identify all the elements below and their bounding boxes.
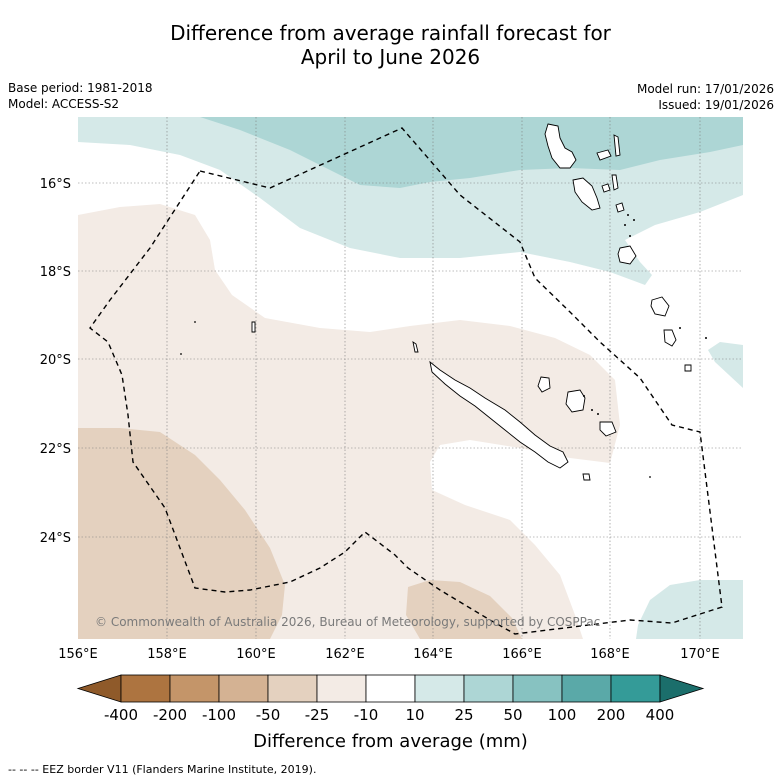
contour-band-10-25-east (708, 342, 743, 388)
colorbar-box (414, 674, 465, 703)
colorbar-box (365, 674, 416, 703)
island-mare (599, 421, 617, 437)
colorbar-extend-low (76, 674, 122, 703)
latitude-ticks: 16°S 18°S 20°S 22°S 24°S (40, 177, 71, 546)
lat-tick-18s: 18°S (40, 265, 71, 280)
colorbar-tick-label: -400 (103, 706, 139, 724)
island-espiritu-santo (544, 123, 577, 169)
contour-band-minus25-minus50-southwest (78, 428, 285, 639)
colorbar-tick-label: -100 (201, 706, 237, 724)
island-efate (617, 245, 637, 265)
colorbar-tick-label: 200 (596, 706, 626, 724)
model-name: Model: ACCESS-S2 (8, 97, 120, 111)
colorbar-tick-label: 400 (645, 706, 675, 724)
colorbar-tick-label: 10 (405, 706, 425, 724)
colorbar-tick-label: 25 (454, 706, 474, 724)
colorbar-title: Difference from average (mm) (253, 731, 528, 752)
lon-tick-160e: 160°E (236, 647, 276, 662)
island-lifou (565, 389, 586, 413)
eez-footnote: -- -- -- EEZ border V11 (Flanders Marine… (8, 763, 317, 776)
colorbar-tick-label: -10 (353, 706, 379, 724)
lon-tick-158e: 158°E (147, 647, 187, 662)
lon-tick-166e: 166°E (502, 647, 542, 662)
lon-tick-168e: 168°E (590, 647, 630, 662)
colorbar-box (561, 674, 612, 703)
title-line-2: April to June 2026 (300, 45, 481, 69)
islets (180, 214, 707, 478)
colorbar-tick-label: -25 (304, 706, 330, 724)
eez-border (89, 127, 723, 635)
island-tanna (663, 329, 677, 347)
colorbar (76, 674, 705, 703)
contour-band-10-25-southeast (636, 580, 743, 639)
longitude-ticks: 156°E 158°E 160°E 162°E 164°E 166°E 168°… (58, 647, 720, 662)
colorbar-box (316, 674, 367, 703)
issued-date: Issued: 19/01/2026 (658, 98, 774, 112)
lat-tick-22s: 22°S (40, 442, 71, 457)
colorbar-box (169, 674, 220, 703)
base-period: Base period: 1981-2018 (8, 81, 153, 95)
lon-tick-156e: 156°E (58, 647, 98, 662)
colorbar-tick-label: 50 (503, 706, 523, 724)
colorbar-box (120, 674, 171, 703)
island-belep (412, 341, 419, 353)
coastlines (251, 123, 692, 481)
contour-band-25-50-north (200, 117, 743, 188)
island-erromango (650, 296, 670, 317)
island-ambae (596, 149, 612, 161)
island-maewo (613, 134, 621, 157)
graticule (78, 117, 743, 639)
island-malakula (572, 177, 601, 211)
colorbar-box (463, 674, 514, 703)
island-new-caledonia (429, 360, 569, 469)
contour-band-minus25-minus50-south (406, 580, 522, 639)
copyright-note: © Commonwealth of Australia 2026, Bureau… (95, 615, 600, 629)
lon-tick-164e: 164°E (413, 647, 453, 662)
colorbar-tick-label: -200 (152, 706, 188, 724)
lat-tick-24s: 24°S (40, 531, 71, 546)
island-isle-of-pines (582, 473, 591, 481)
model-run: Model run: 17/01/2026 (636, 82, 774, 96)
colorbar-tick-label: 100 (547, 706, 577, 724)
island-aneityum (684, 364, 692, 372)
map-plot-area: © Commonwealth of Australia 2026, Bureau… (78, 117, 743, 639)
island-chesterfield (251, 321, 256, 333)
lon-tick-162e: 162°E (325, 647, 365, 662)
lon-tick-170e: 170°E (680, 647, 720, 662)
lat-tick-20s: 20°S (40, 353, 71, 368)
island-ambrym (601, 183, 611, 193)
colorbar-tick-label: -50 (255, 706, 281, 724)
colorbar-box (267, 674, 318, 703)
colorbar-extend-high (659, 674, 705, 703)
island-ouvea (537, 376, 551, 393)
island-pentecost (611, 174, 619, 191)
colorbar-box (512, 674, 563, 703)
colorbar-box (218, 674, 269, 703)
colorbar-box (610, 674, 661, 703)
title-line-1: Difference from average rainfall forecas… (170, 21, 611, 45)
island-epi (615, 202, 625, 213)
lat-tick-16s: 16°S (40, 177, 71, 192)
